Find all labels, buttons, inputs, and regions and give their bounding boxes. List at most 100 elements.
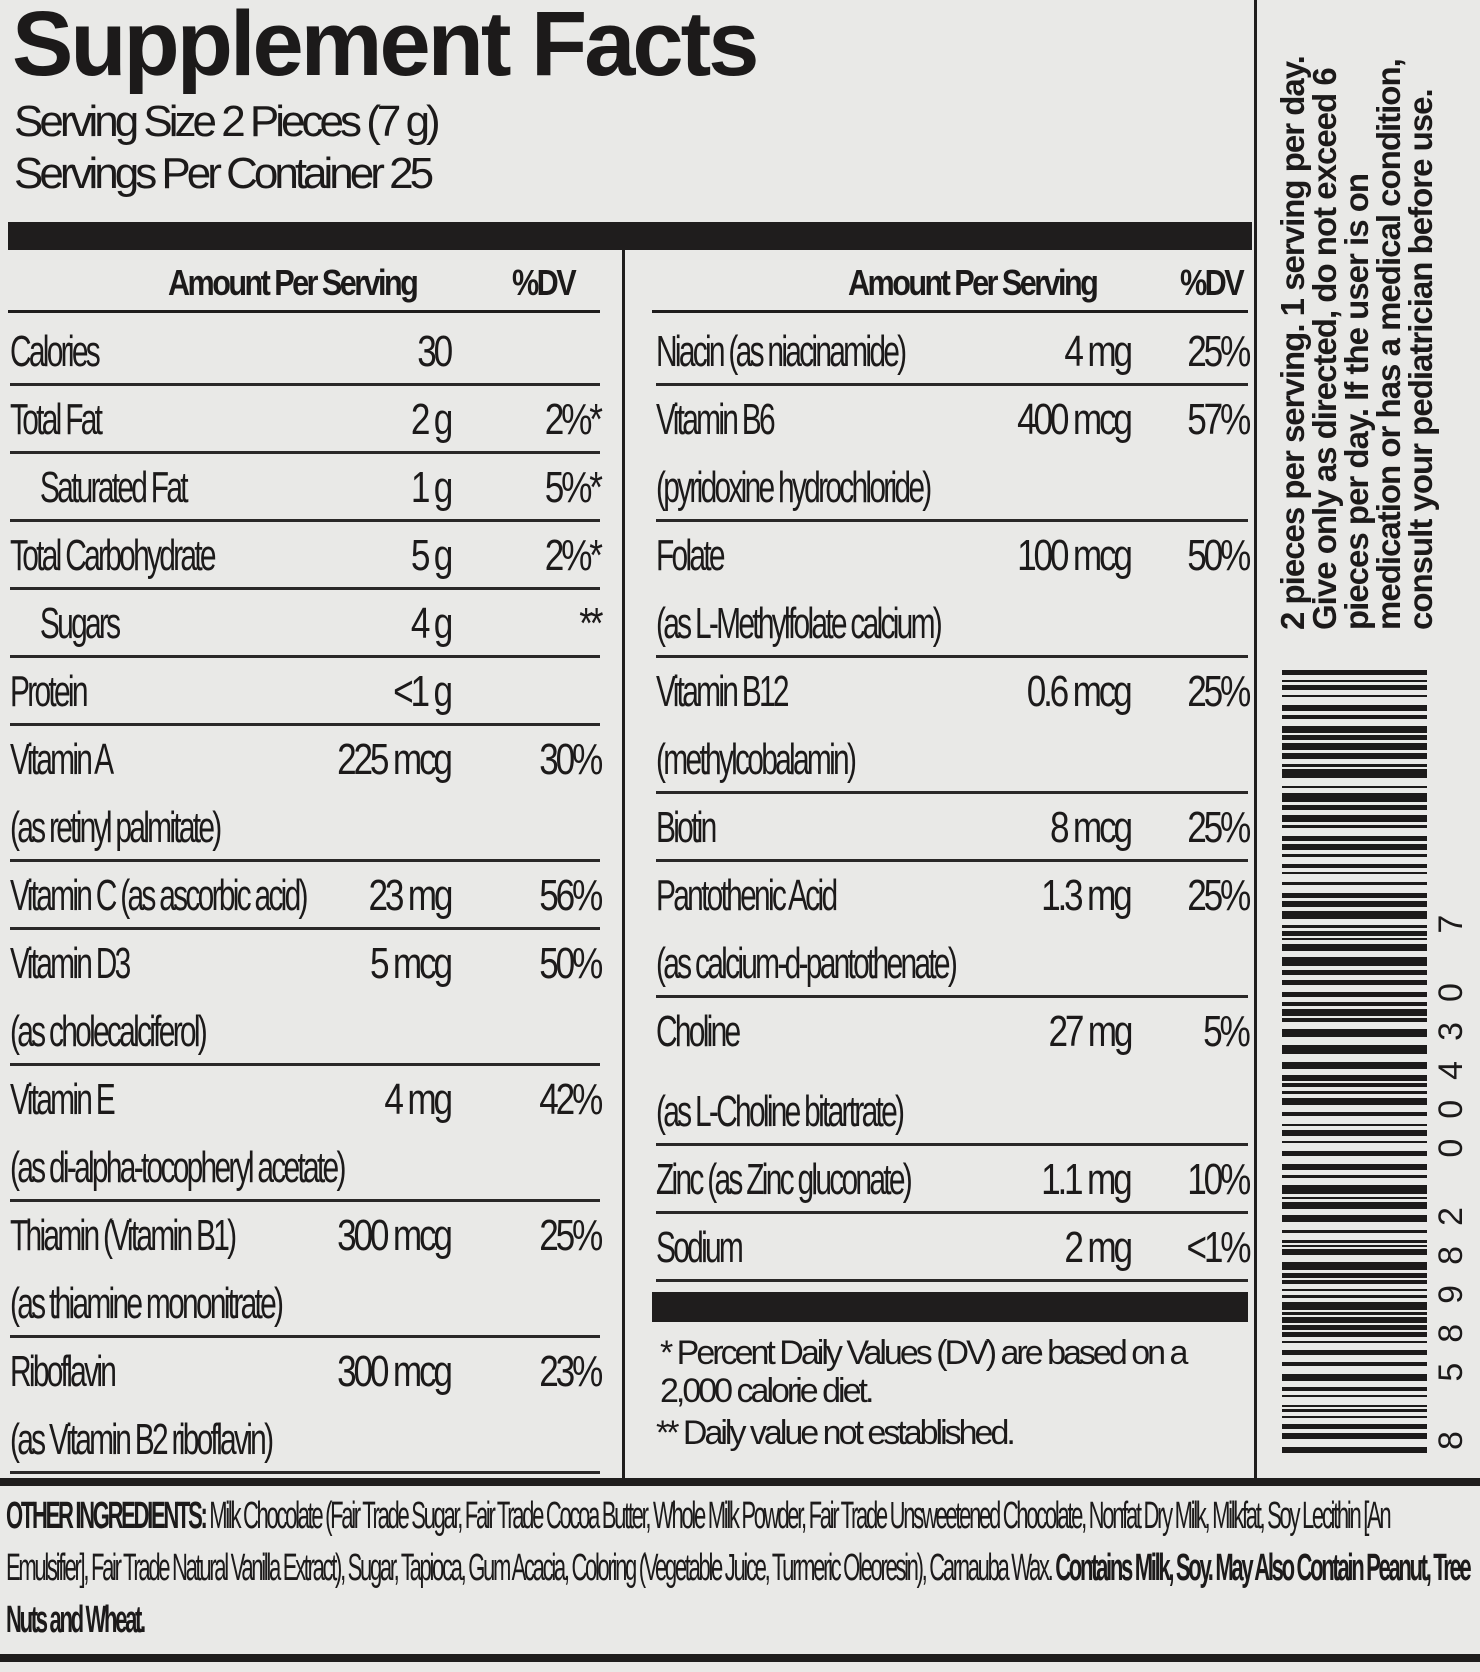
barcode-bar: [1282, 992, 1427, 997]
nutrient-dv: <1%: [1186, 1223, 1251, 1272]
barcode-bar: [1282, 764, 1427, 767]
nutrient-dv: 2%*: [545, 531, 603, 580]
nutrient-amount: 300 mcg: [337, 1211, 453, 1260]
nutrient-name: Zinc (as Zinc gluconate): [656, 1155, 913, 1204]
barcode-bar: [1282, 825, 1427, 828]
barcode-bar: [1282, 1215, 1427, 1222]
nutrient-dv: 42%: [539, 1075, 603, 1124]
barcode-bar: [1282, 1295, 1427, 1298]
nutrient-row: Pantothenic Acid (as calcium-d-pantothena…: [656, 862, 1251, 998]
barcode-bar: [1282, 1009, 1427, 1016]
barcode-bar: [1282, 980, 1427, 985]
nutrient-name: Total Carbohydrate: [10, 531, 217, 580]
nutrient-dv: 5%: [1203, 1007, 1252, 1056]
barcode-bar: [1282, 938, 1427, 940]
nutrient-name: Vitamin A: [10, 735, 114, 784]
barcode-bar: [1282, 893, 1427, 898]
barcode-bar: [1282, 726, 1427, 733]
barcode-bar: [1282, 1091, 1427, 1094]
barcode-bar: [1282, 944, 1427, 951]
barcode-bar: [1282, 715, 1427, 719]
barcode-bar: [1282, 1112, 1427, 1116]
barcode-bar: [1282, 753, 1427, 759]
nutrient-row: Sodium 2 mg <1%: [656, 1214, 1251, 1282]
right-header-dv: %DV: [1180, 262, 1245, 303]
nutrient-name: Biotin: [656, 803, 717, 852]
nutrient-source: (as thiamine mononitrate): [10, 1279, 284, 1328]
allergen-statement: Contains Milk, Soy. May Also Contain Pea…: [6, 1547, 1472, 1641]
serving-size: Serving Size 2 Pieces (7 g): [14, 97, 441, 146]
nutrient-row: Niacin (as niacinamide) 4 mg 25%: [656, 318, 1251, 386]
column-divider: [622, 250, 625, 1480]
nutrient-row: Vitamin E (as di-alpha-tocopheryl acetate…: [10, 1066, 603, 1202]
nutrient-source: (as di-alpha-tocopheryl acetate): [10, 1143, 346, 1192]
nutrient-row: Vitamin D3 (as cholecalciferol) 5 mcg 50%: [10, 930, 603, 1066]
barcode-bar: [1282, 854, 1427, 857]
barcode-bar: [1282, 1395, 1427, 1397]
nutrient-amount: 8 mcg: [1050, 803, 1133, 852]
nutrient-amount: 4 mg: [384, 1075, 454, 1124]
barcode-bar: [1282, 786, 1427, 788]
nutrient-dv: 23%: [539, 1347, 603, 1396]
barcode-bar: [1282, 793, 1427, 802]
barcode-bar: [1282, 1124, 1427, 1126]
nutrient-amount: 30: [417, 327, 453, 376]
ingredients-label: OTHER INGREDIENTS:: [6, 1495, 208, 1537]
servings-per-container: Servings Per Container 25: [14, 149, 434, 198]
barcode-bar: [1282, 844, 1427, 850]
nutrient-amount: 5 g: [410, 531, 454, 580]
nutrient-amount: 4 mg: [1064, 327, 1134, 376]
nutrient-dv: 57%: [1187, 395, 1251, 444]
nutrient-dv: 25%: [539, 1211, 603, 1260]
nutrient-name: Calories: [10, 327, 101, 376]
barcode-bar: [1282, 680, 1427, 682]
nutrient-dv: **: [579, 599, 603, 648]
barcode-bar: [1282, 1230, 1427, 1233]
thick-rule-top: [8, 222, 1252, 250]
nutrient-name: Saturated Fat: [39, 463, 189, 512]
nutrient-dv: 50%: [1187, 531, 1251, 580]
barcode-bar: [1282, 1175, 1427, 1178]
barcode-bar: [1282, 1433, 1427, 1439]
panel-title: Supplement Facts: [12, 0, 759, 95]
barcode-bar: [1282, 1409, 1427, 1412]
nutrient-name: Choline: [656, 1007, 741, 1056]
barcode-bar: [1282, 1202, 1427, 1209]
barcode-bar: [1282, 957, 1427, 966]
barcode-bar: [1282, 1374, 1427, 1381]
bottom-rule: [0, 1654, 1480, 1662]
barcode-bar: [1282, 1018, 1427, 1022]
barcode-bar: [1282, 1240, 1427, 1243]
barcode-bar: [1282, 1164, 1427, 1170]
barcode-bar: [1282, 705, 1427, 711]
nutrient-dv: 2%*: [545, 395, 603, 444]
footnote-dv: * Percent Daily Values (DV) are based on…: [660, 1334, 1188, 1410]
barcode-bar: [1282, 1302, 1427, 1310]
barcode-bar: [1282, 1387, 1427, 1391]
nutrient-row: Sugars 4 g **: [10, 590, 603, 658]
barcode-bar: [1282, 1098, 1427, 1105]
barcode-bar: [1282, 1350, 1427, 1355]
barcode-bar: [1282, 1083, 1427, 1087]
barcode-bar: [1282, 925, 1427, 928]
nutrient-name: Folate: [656, 531, 726, 580]
barcode-bar: [1282, 1325, 1427, 1330]
other-ingredients: OTHER INGREDIENTS: Milk Chocolate (Fair …: [6, 1490, 1473, 1646]
nutrient-name: Vitamin D3: [10, 939, 131, 988]
barcode-bar: [1282, 1245, 1427, 1247]
barcode-bar: [1282, 1029, 1427, 1037]
barcode-bar: [1282, 1262, 1427, 1270]
nutrient-dv: 5%*: [545, 463, 603, 512]
nutrient-amount: 5 mcg: [370, 939, 453, 988]
nutrient-dv: 25%: [1187, 871, 1251, 920]
nutrient-amount: 2 g: [410, 395, 454, 444]
nutrient-dv: 25%: [1187, 667, 1251, 716]
nutrient-row: Total Carbohydrate 5 g 2%*: [10, 522, 603, 590]
nutrient-source: (as cholecalciferol): [10, 1007, 208, 1056]
nutrient-row: Thiamin (Vitamin B1) (as thiamine mononit…: [10, 1202, 603, 1338]
side-divider: [1254, 0, 1257, 1480]
barcode-digits: 8 58982 00430 7: [1432, 894, 1470, 1450]
header-rule-right: [652, 310, 1248, 313]
left-header-amount: Amount Per Serving: [168, 262, 419, 303]
ingredients-text: Milk Chocolate (Fair Trade Sugar, Fair T…: [6, 1495, 1392, 1589]
